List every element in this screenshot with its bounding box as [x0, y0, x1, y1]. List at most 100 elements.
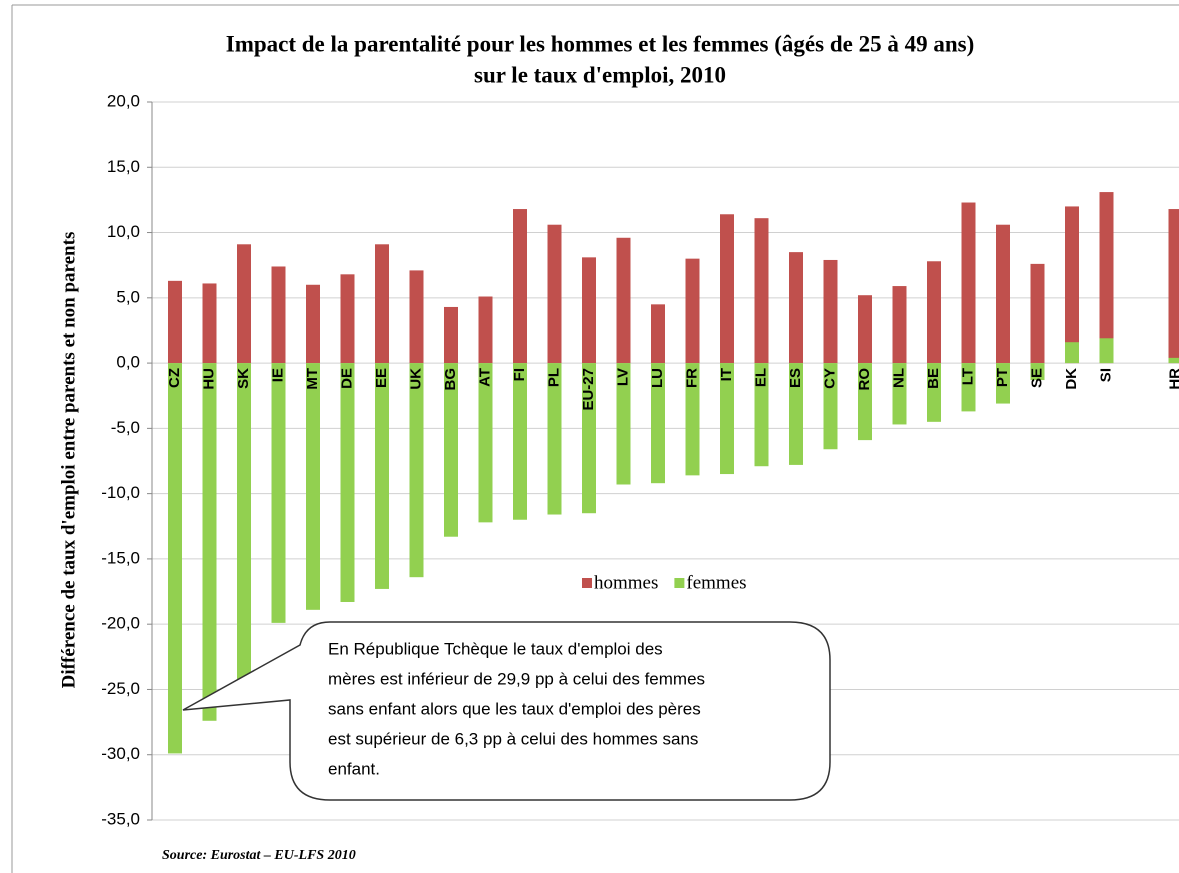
x-tick-label: BG [442, 368, 459, 391]
bar [513, 363, 527, 520]
bar [582, 363, 596, 514]
y-tick-label: -10,0 [101, 483, 140, 502]
x-tick-label: EE [373, 368, 390, 388]
x-tick-label: LU [649, 368, 666, 388]
y-tick-label: -5,0 [111, 418, 140, 437]
bar [478, 363, 493, 523]
x-tick-label: SK [235, 368, 252, 389]
bar [375, 244, 389, 364]
y-tick-label: -30,0 [101, 744, 140, 763]
bar [547, 224, 562, 364]
y-tick-label: -25,0 [101, 679, 140, 698]
bar [478, 296, 493, 364]
y-axis-label: Différence de taux d'emploi entre parent… [58, 232, 79, 689]
bar [720, 363, 734, 475]
bar [996, 363, 1010, 404]
x-tick-label: MT [304, 368, 321, 390]
source: Source: Eurostat – EU-LFS 2010 [162, 848, 356, 863]
bar [996, 224, 1010, 364]
x-tick-label: RO [856, 368, 873, 391]
x-tick-label: EU-27 [580, 368, 597, 411]
x-tick-label: IT [718, 368, 735, 381]
bar [754, 218, 769, 364]
bar [1168, 209, 1179, 364]
x-tick-label: EL [752, 368, 769, 387]
bar [306, 284, 320, 364]
bar [651, 304, 665, 364]
y-tick-label: 5,0 [116, 287, 140, 306]
bar [927, 363, 941, 422]
bar [168, 280, 182, 364]
x-tick-label: FR [683, 368, 700, 388]
x-tick-label: HR [1166, 368, 1179, 390]
bar [823, 363, 838, 450]
bar [1168, 357, 1179, 364]
bar [1030, 363, 1045, 381]
y-tick-label: 20,0 [107, 91, 140, 110]
bar [1065, 206, 1079, 364]
x-tick-label: LT [959, 368, 976, 385]
x-tick-label: DK [1063, 368, 1080, 390]
bar [685, 258, 700, 364]
x-tick-label: CZ [166, 368, 183, 388]
bar [892, 363, 907, 425]
x-tick-label: PL [545, 368, 562, 387]
bar [858, 295, 872, 364]
bar [616, 237, 631, 364]
bar [409, 270, 424, 364]
annotation: enfant. [328, 759, 380, 778]
x-tick-label: ES [787, 368, 804, 388]
bar [685, 363, 700, 476]
bar [271, 266, 286, 364]
x-tick-label: AT [476, 368, 493, 387]
bar [444, 306, 458, 364]
chart-title: Impact de la parentalité pour les hommes… [226, 31, 974, 56]
callout: En République Tchèque le taux d'emploi d… [182, 621, 831, 801]
bar [582, 257, 596, 364]
bar [927, 261, 941, 364]
bar [306, 363, 320, 610]
x-tick-label: SI [1097, 368, 1114, 382]
bar [1030, 263, 1045, 364]
bar [651, 363, 665, 484]
x-tick-label: NL [890, 368, 907, 388]
callout-box [182, 621, 831, 801]
x-tick-label: PT [994, 368, 1011, 387]
bar [1065, 342, 1079, 364]
bar [444, 363, 458, 537]
bar [237, 244, 251, 364]
chart-title: sur le taux d'emploi, 2010 [474, 62, 726, 87]
legend-swatch [582, 578, 592, 588]
annotation: est supérieur de 6,3 pp à celui des homm… [328, 729, 698, 748]
bar [409, 363, 424, 578]
bar [237, 363, 251, 690]
annotation: mères est inférieur de 29,9 pp à celui d… [328, 669, 705, 688]
x-tick-label: BE [925, 368, 942, 389]
bar [720, 214, 734, 364]
bar [961, 202, 976, 364]
bar [1099, 192, 1114, 364]
plot: -35,0 -30,0 -25,0 -20,0 -15,0 -10,0 -5,0 0,0 5,0… [101, 91, 1179, 828]
bar [340, 274, 355, 364]
bar [1099, 338, 1114, 364]
x-tick-label: UK [407, 368, 424, 390]
legend-label: femmes [686, 572, 746, 593]
bar [547, 363, 562, 515]
y-tick-label: 15,0 [107, 157, 140, 176]
y-tick-label: -15,0 [101, 548, 140, 567]
x-tick-label: DE [338, 368, 355, 389]
x-tick-label: LV [614, 368, 631, 386]
bar [375, 363, 389, 589]
bar [513, 209, 527, 364]
legend-swatch [674, 578, 685, 588]
bar [789, 252, 803, 364]
x-tick-label: HU [200, 368, 217, 390]
y-tick-label: 0,0 [116, 353, 140, 372]
bar [202, 363, 217, 721]
bar [340, 363, 355, 602]
bar [754, 363, 769, 467]
legend-label: hommes [594, 572, 658, 593]
y-tick-label: -20,0 [101, 614, 140, 633]
bar [858, 363, 872, 441]
